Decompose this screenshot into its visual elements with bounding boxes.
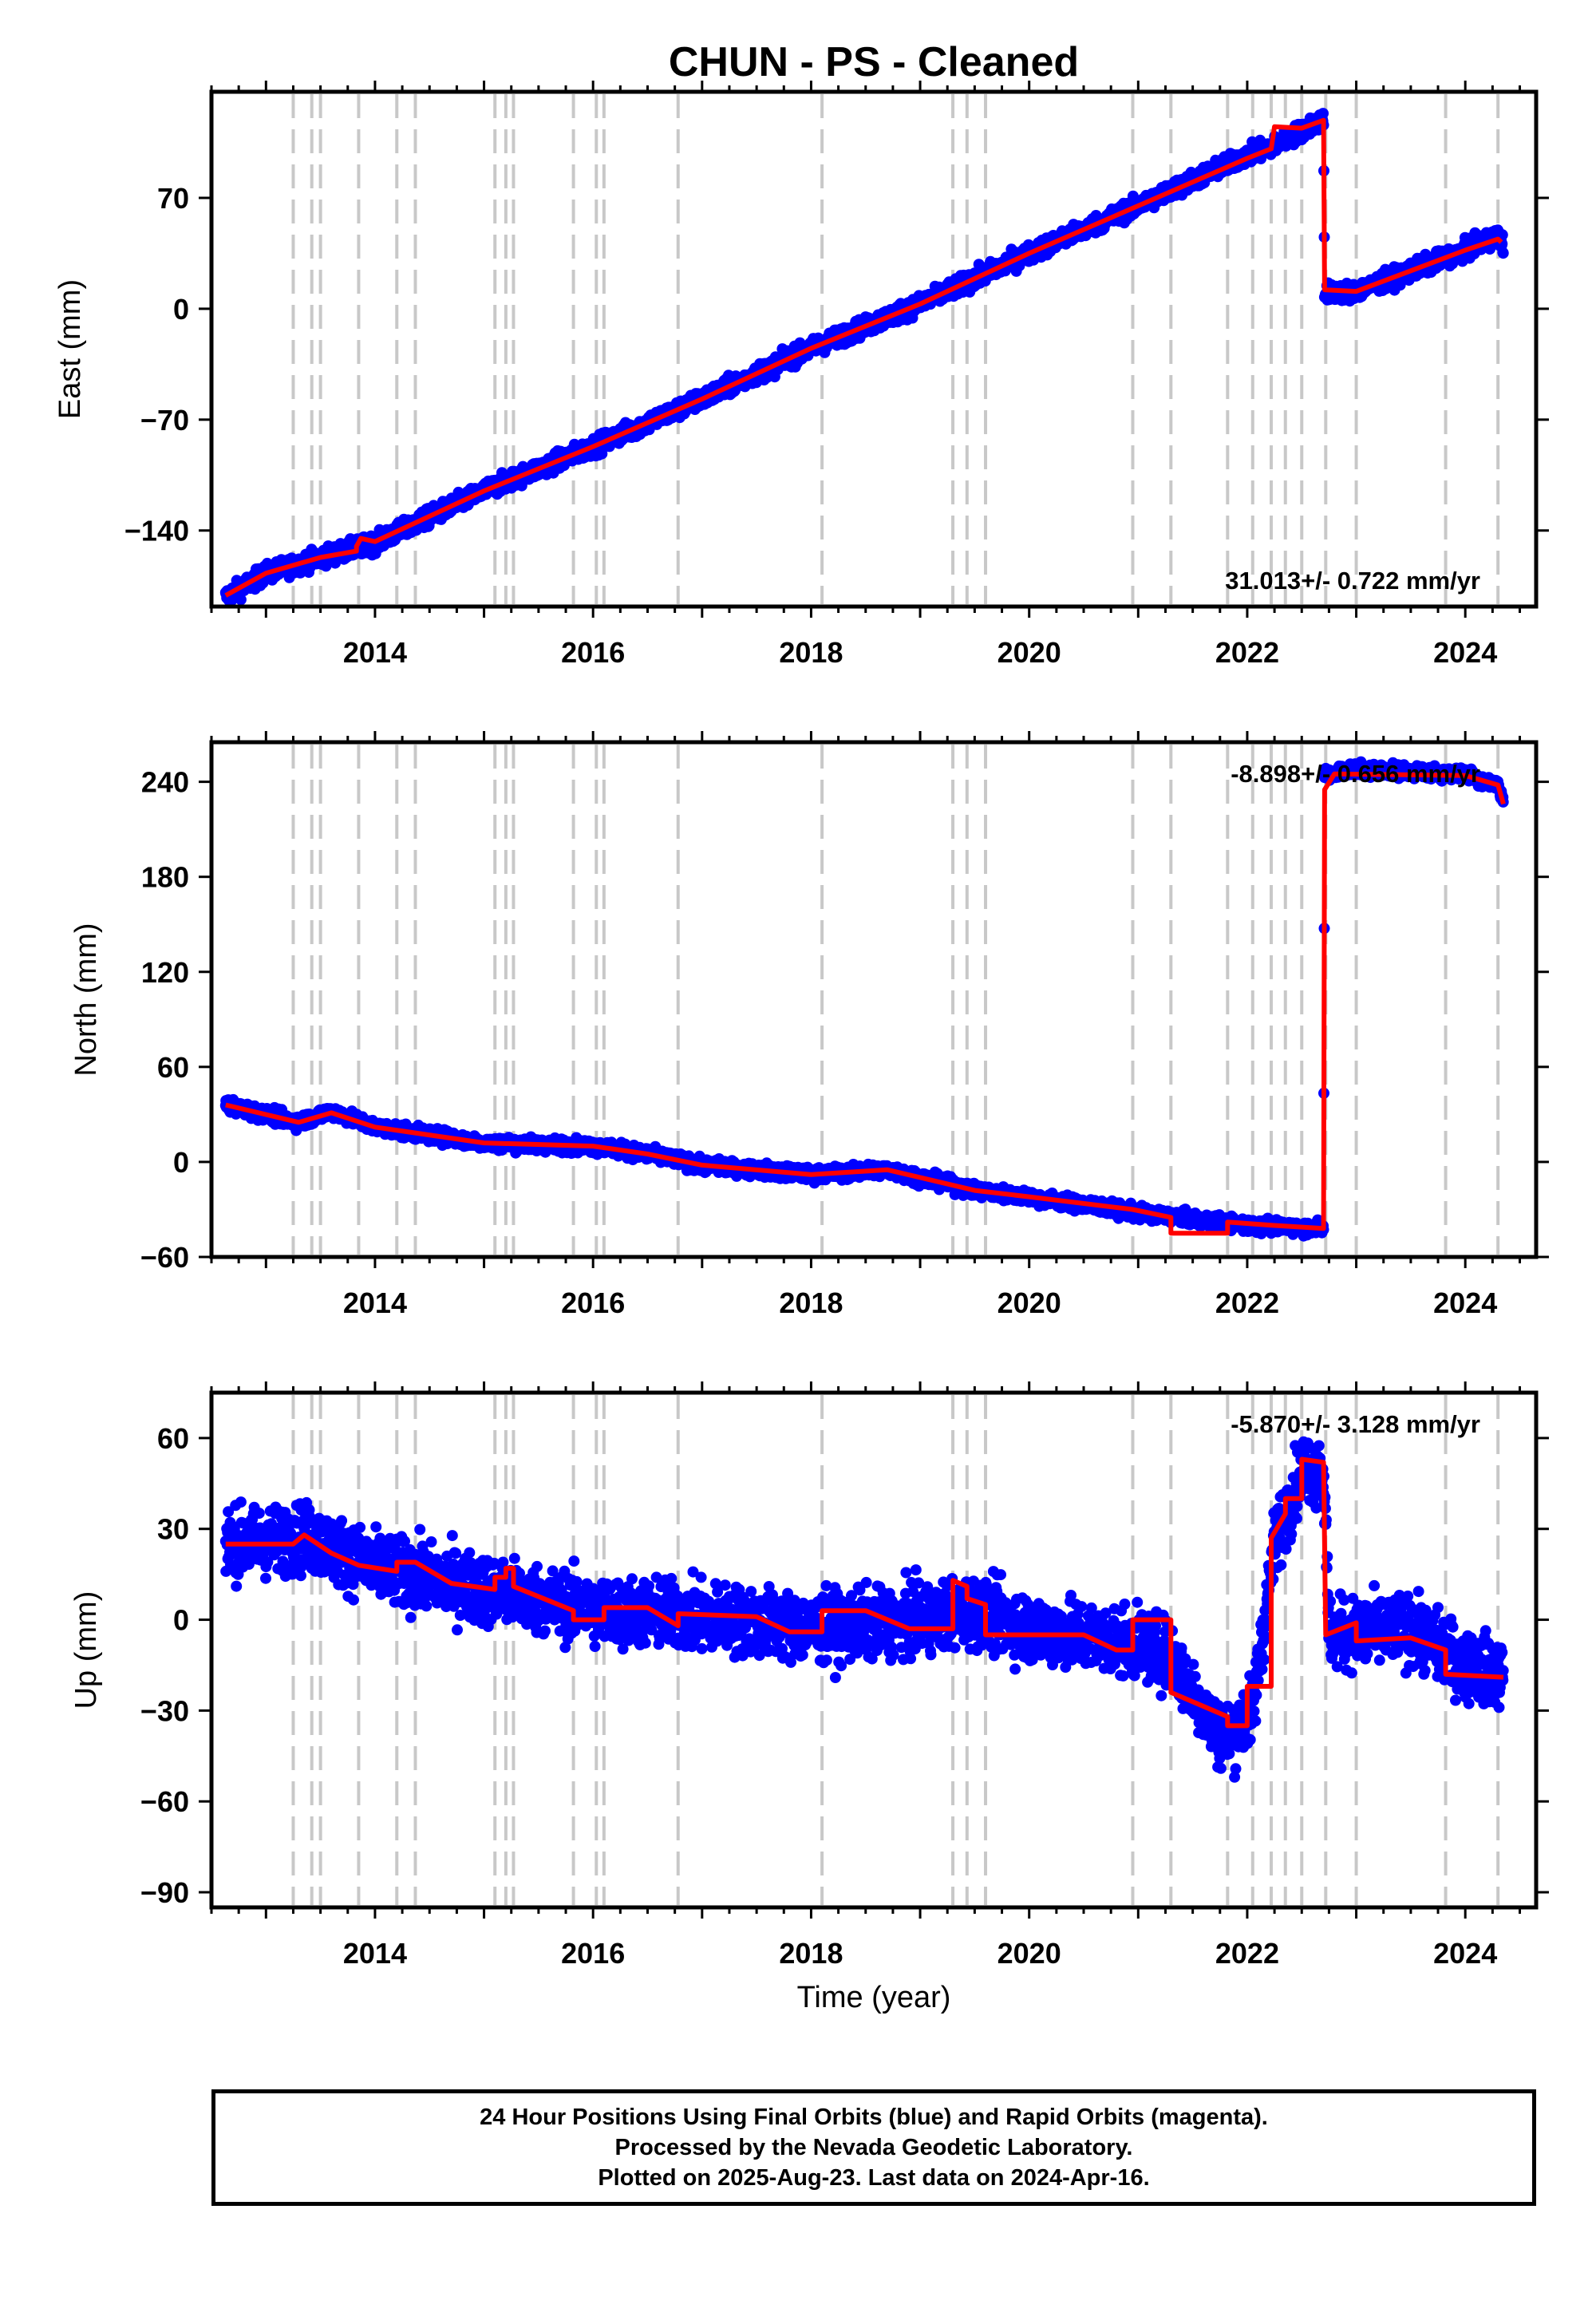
east-plot-frame	[209, 89, 1539, 609]
east-x-tick-label: 2018	[779, 636, 843, 669]
east-y-tick-label: −70	[140, 404, 189, 437]
east-data-points	[219, 108, 1509, 607]
east-x-tick-label: 2024	[1433, 636, 1497, 669]
east-x-tick-label: 2022	[1215, 636, 1279, 669]
east-y-axis-label: East (mm)	[53, 279, 87, 419]
east-y-tick-label: 70	[157, 182, 189, 215]
north-panel: 2014 2016 2018 2020 2022 2024240180120600−60N…	[69, 731, 1549, 1319]
east-x-tick-label: 2016	[561, 636, 625, 669]
east-panel: 2014 2016 2018 2020 2022 2024 70 0 −70 −140 East (…	[53, 81, 1549, 669]
east-y-tick-label: −140	[124, 515, 189, 547]
north-data-points	[219, 756, 1509, 1242]
east-y-tick-label: 0	[173, 293, 189, 326]
east-data-point	[1317, 108, 1329, 120]
east-model-line	[224, 117, 1503, 598]
east-x-tick-label: 2014	[343, 636, 407, 669]
figure-title: CHUN - PS - Cleaned	[669, 39, 1079, 85]
east-rate-label: 31.013+/- 0.722 mm/yr	[1225, 567, 1480, 595]
east-data-point	[235, 594, 247, 606]
east-x-tick-label: 2020	[998, 636, 1061, 669]
east-data-point	[1497, 247, 1509, 259]
